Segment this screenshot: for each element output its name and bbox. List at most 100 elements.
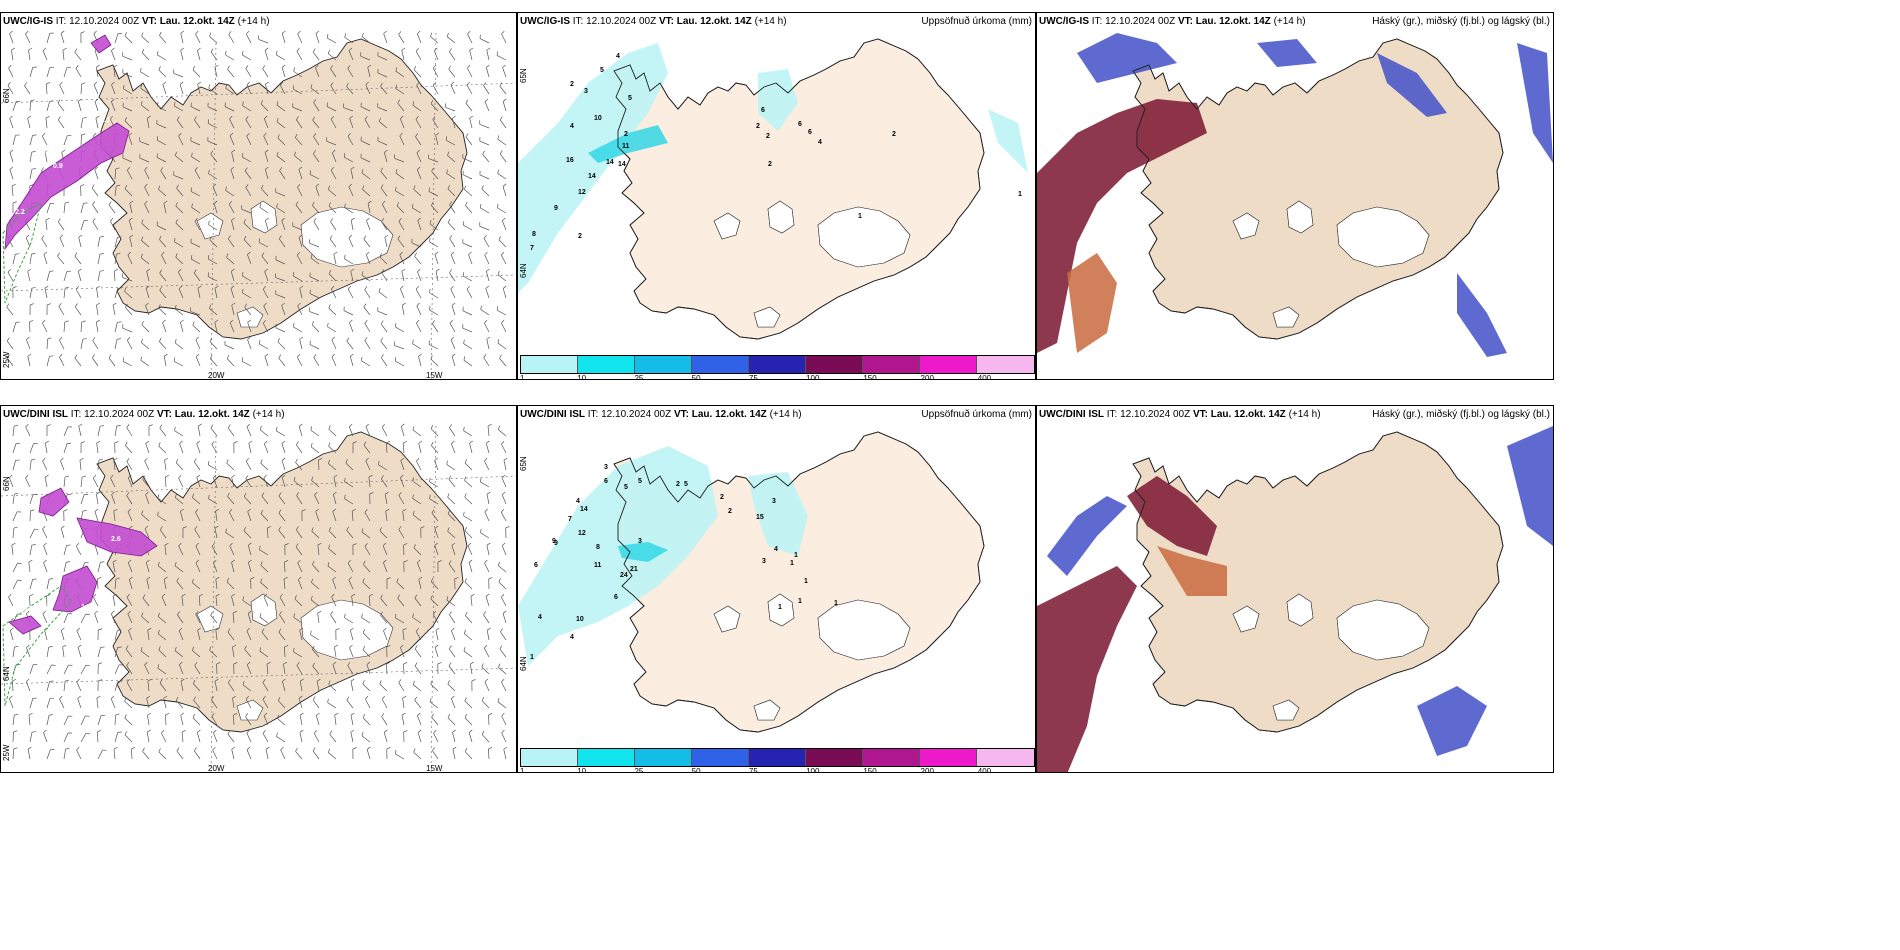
wind-barb-flag bbox=[178, 474, 182, 479]
wind-barb-flag bbox=[94, 166, 98, 170]
wind-barb-flag bbox=[276, 203, 278, 208]
wind-barb bbox=[165, 714, 167, 726]
colorbar-tick-label: 10 bbox=[577, 767, 587, 773]
wind-barb bbox=[381, 427, 388, 437]
wind-barb-flag bbox=[113, 64, 118, 68]
wind-barb-flag bbox=[243, 527, 246, 531]
wind-barb bbox=[400, 118, 405, 129]
wind-barb bbox=[498, 581, 507, 590]
wind-barb bbox=[469, 443, 473, 454]
wind-barb bbox=[446, 599, 456, 607]
wind-barb bbox=[62, 50, 65, 61]
wind-barb bbox=[330, 119, 337, 129]
wind-barb bbox=[464, 189, 473, 197]
wind-barb bbox=[486, 630, 490, 641]
wind-barb bbox=[195, 545, 201, 556]
wind-barb bbox=[57, 221, 65, 231]
wind-barb-flag bbox=[365, 695, 369, 700]
wind-barb-flag bbox=[96, 302, 101, 306]
colorbar-tick-label: 400 bbox=[977, 767, 992, 773]
wind-barb-flag bbox=[400, 474, 404, 478]
wind-barb-flag bbox=[448, 560, 452, 565]
wind-barb-flag bbox=[447, 185, 450, 190]
colorbar-tick-label: 10 bbox=[577, 374, 587, 380]
wind-barb bbox=[434, 545, 439, 556]
wind-barb bbox=[381, 204, 388, 214]
wind-barb-flag bbox=[349, 644, 353, 648]
wind-barb bbox=[401, 271, 405, 282]
wind-barb bbox=[344, 156, 354, 163]
wind-barb-flag bbox=[157, 612, 160, 617]
wind-barb bbox=[94, 545, 99, 556]
wind-barb bbox=[483, 85, 490, 95]
wind-barb bbox=[383, 562, 388, 573]
wind-barb-flag bbox=[369, 593, 373, 597]
wind-barb-flag bbox=[312, 747, 316, 752]
wind-barb-flag bbox=[344, 477, 346, 482]
wind-barb bbox=[63, 322, 66, 333]
wind-barb bbox=[446, 464, 456, 471]
wind-barb bbox=[124, 35, 133, 44]
wind-barb-flag bbox=[312, 696, 316, 701]
wind-barb bbox=[379, 530, 388, 539]
wind-barb-flag bbox=[176, 116, 180, 121]
wind-barb-flag bbox=[311, 476, 314, 481]
wind-barb bbox=[328, 463, 337, 471]
wind-barb-flag bbox=[12, 286, 17, 289]
wind-barb bbox=[447, 530, 456, 539]
wind-barb bbox=[46, 83, 48, 95]
wind-barb bbox=[246, 135, 252, 146]
wind-barb bbox=[501, 477, 507, 488]
wind-barb bbox=[92, 597, 99, 607]
precip-value-label: 2 bbox=[756, 123, 760, 130]
wind-barb bbox=[412, 104, 422, 112]
precip-title: Uppsöfnuð úrkoma (mm) bbox=[921, 409, 1032, 420]
wind-barb-flag bbox=[281, 440, 286, 444]
wind-barb bbox=[360, 55, 371, 61]
wind-barb bbox=[175, 497, 184, 505]
wind-barb-flag bbox=[230, 166, 235, 170]
wind-barb-flag bbox=[194, 218, 198, 222]
wind-barb bbox=[180, 511, 184, 522]
wind-barb bbox=[448, 648, 456, 658]
precip-value-label: 11 bbox=[622, 143, 630, 150]
wind-barb-flag bbox=[332, 508, 336, 512]
wind-barb-flag bbox=[125, 645, 129, 650]
wind-barb-flag bbox=[434, 457, 438, 461]
wind-barb-flag bbox=[85, 664, 90, 667]
wind-barb bbox=[312, 120, 320, 129]
wind-barb-flag bbox=[93, 30, 97, 35]
wind-barb-flag bbox=[229, 508, 233, 513]
wind-barb-flag bbox=[158, 646, 161, 651]
wind-barb bbox=[262, 68, 269, 78]
wind-barb-flag bbox=[499, 645, 503, 650]
wind-barb bbox=[28, 715, 31, 726]
wind-barb bbox=[229, 322, 235, 333]
wind-barb-flag bbox=[164, 457, 169, 461]
wind-barb bbox=[209, 239, 218, 248]
wind-barb bbox=[197, 288, 201, 299]
wind-barb-flag bbox=[484, 644, 488, 649]
wind-barb-flag bbox=[76, 678, 80, 683]
wind-barb bbox=[244, 307, 252, 316]
wind-barb bbox=[163, 203, 167, 214]
wind-barb-flag bbox=[41, 167, 44, 171]
wind-barb bbox=[190, 191, 201, 197]
wind-barb bbox=[383, 630, 388, 641]
wind-barb bbox=[141, 324, 150, 333]
wind-barb-flag bbox=[31, 151, 36, 153]
wind-barb-flag bbox=[157, 101, 159, 106]
wind-barb-flag bbox=[96, 285, 101, 289]
wind-barb-flag bbox=[484, 559, 488, 564]
wind-barb bbox=[160, 170, 167, 180]
wind-barb-flag bbox=[212, 746, 216, 751]
wind-barb bbox=[191, 207, 201, 214]
wind-barb-flag bbox=[141, 510, 144, 515]
wind-barb-flag bbox=[381, 423, 385, 428]
wind-barb bbox=[276, 104, 286, 112]
wind-barb bbox=[366, 749, 371, 760]
wind-barb bbox=[207, 123, 218, 129]
wind-barb bbox=[178, 271, 184, 282]
wind-barb-flag bbox=[262, 696, 266, 700]
wind-barb-flag bbox=[281, 457, 286, 461]
